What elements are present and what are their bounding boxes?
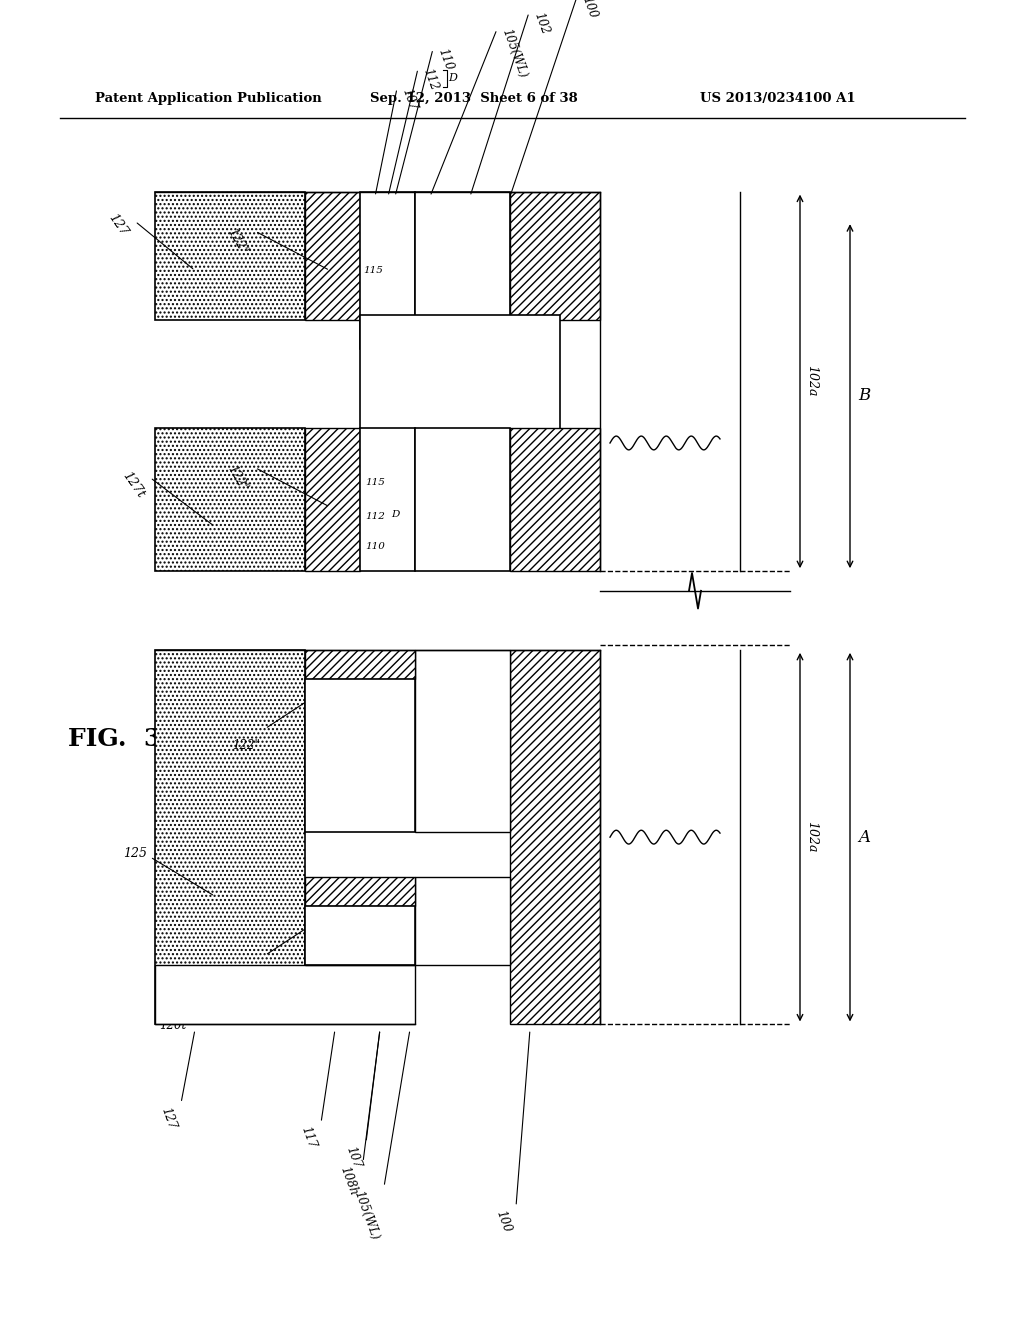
- Text: 122": 122": [232, 965, 260, 978]
- Bar: [305, 876, 415, 906]
- Text: 122": 122": [225, 463, 250, 494]
- Text: 108h: 108h: [338, 1164, 360, 1197]
- Bar: [305, 680, 415, 832]
- Bar: [510, 191, 600, 319]
- Text: 100: 100: [494, 1209, 513, 1234]
- Text: 107: 107: [343, 1144, 362, 1171]
- Bar: [510, 649, 600, 1024]
- Bar: [360, 428, 415, 572]
- Text: 102a: 102a: [805, 366, 818, 396]
- Text: 102a: 102a: [805, 821, 818, 853]
- Text: 115: 115: [323, 714, 343, 723]
- Text: D: D: [391, 510, 399, 519]
- Text: 115: 115: [365, 478, 385, 487]
- Bar: [155, 428, 305, 572]
- Text: 110: 110: [435, 46, 455, 73]
- Text: 122": 122": [232, 739, 260, 751]
- Text: 115: 115: [362, 267, 383, 275]
- Text: 112: 112: [365, 512, 385, 521]
- Text: FIG.  3D: FIG. 3D: [68, 726, 183, 751]
- Text: 107: 107: [399, 86, 419, 112]
- Bar: [305, 906, 415, 965]
- Text: 112: 112: [323, 966, 343, 974]
- Text: 122": 122": [225, 226, 250, 257]
- Text: 125: 125: [123, 847, 147, 861]
- Text: D: D: [349, 966, 357, 974]
- Text: 120t: 120t: [160, 1019, 186, 1032]
- Text: 127: 127: [105, 211, 130, 239]
- Bar: [510, 428, 600, 572]
- Text: B: B: [858, 387, 870, 404]
- Text: 112: 112: [420, 66, 440, 92]
- Text: 115: 115: [323, 936, 343, 945]
- Text: 105(WL): 105(WL): [351, 1189, 381, 1242]
- Bar: [415, 649, 510, 832]
- Text: 127t: 127t: [120, 470, 147, 500]
- Text: 110: 110: [323, 995, 343, 1005]
- Text: 100: 100: [579, 0, 599, 20]
- Text: Sep. 12, 2013  Sheet 6 of 38: Sep. 12, 2013 Sheet 6 of 38: [370, 91, 578, 104]
- Bar: [415, 191, 510, 370]
- Bar: [415, 876, 510, 965]
- Text: 127: 127: [158, 1105, 178, 1131]
- Bar: [305, 191, 360, 319]
- Text: 110: 110: [323, 781, 343, 791]
- Text: 105(WL): 105(WL): [499, 28, 528, 81]
- Bar: [415, 428, 510, 572]
- Text: 117: 117: [298, 1125, 318, 1151]
- Text: 110: 110: [365, 543, 385, 550]
- Text: US 2013/0234100 A1: US 2013/0234100 A1: [700, 91, 856, 104]
- Bar: [155, 649, 305, 1024]
- Text: D: D: [349, 748, 357, 756]
- Bar: [305, 428, 360, 572]
- Bar: [155, 965, 415, 1024]
- Bar: [360, 315, 560, 467]
- Text: D: D: [449, 74, 457, 83]
- Text: 112: 112: [323, 748, 343, 758]
- Text: Patent Application Publication: Patent Application Publication: [95, 91, 322, 104]
- Bar: [360, 191, 415, 350]
- Text: A: A: [858, 829, 870, 846]
- Text: 102: 102: [531, 11, 551, 36]
- Bar: [305, 649, 415, 680]
- Bar: [155, 191, 305, 319]
